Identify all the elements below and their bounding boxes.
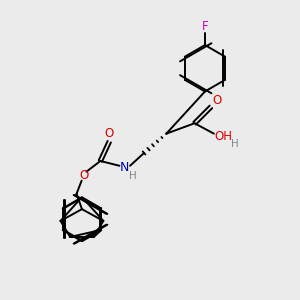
Text: H: H bbox=[231, 139, 239, 149]
Text: N: N bbox=[120, 161, 129, 174]
Text: O: O bbox=[105, 127, 114, 140]
Text: F: F bbox=[202, 20, 208, 33]
Text: H: H bbox=[129, 171, 137, 181]
Text: O: O bbox=[80, 169, 88, 182]
Text: O: O bbox=[213, 94, 222, 107]
Text: OH: OH bbox=[214, 130, 232, 142]
